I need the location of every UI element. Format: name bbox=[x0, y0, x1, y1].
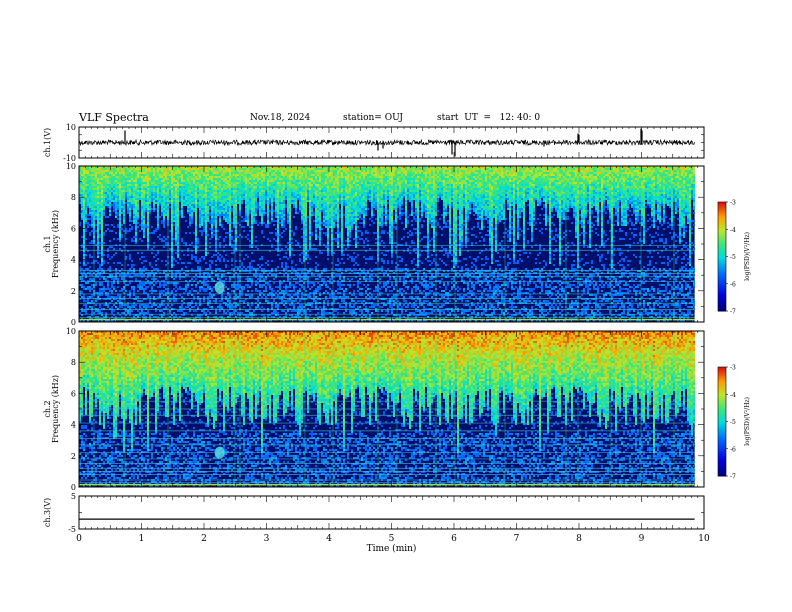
ch1-spectrogram-image bbox=[79, 166, 695, 322]
x-tick-label: 0 bbox=[76, 534, 82, 544]
colorbar-tick-label: -6 bbox=[730, 446, 736, 453]
ch3-y-tick-label: -5 bbox=[68, 525, 76, 534]
freq-tick-label: 4 bbox=[71, 421, 76, 430]
x-tick-label: 3 bbox=[264, 534, 270, 544]
colorbar-tick-label: -7 bbox=[730, 474, 736, 481]
ch3-waveform-ylabel: ch.3(V) bbox=[43, 498, 52, 527]
colorbar-tick-label: -3 bbox=[730, 200, 736, 207]
x-tick-label: 5 bbox=[389, 534, 395, 544]
colorbar-tick-label: -6 bbox=[730, 281, 736, 288]
colorbar-tick-label: -5 bbox=[730, 419, 736, 426]
ch1-waveform-line bbox=[79, 140, 695, 145]
colorbar-tick-label: -3 bbox=[730, 365, 736, 372]
colorbar-tick-label: -4 bbox=[730, 392, 736, 399]
x-tick-label: 2 bbox=[201, 534, 207, 544]
colorbar-tick-label: -7 bbox=[730, 309, 736, 316]
x-tick-label: 8 bbox=[576, 534, 582, 544]
frequency-axis-label: Frequency (kHz) bbox=[51, 210, 60, 278]
frequency-axis-label: Frequency (kHz) bbox=[51, 375, 60, 443]
freq-tick-label: 8 bbox=[71, 193, 76, 202]
signal-blob bbox=[215, 282, 225, 294]
freq-tick-label: 6 bbox=[71, 389, 76, 398]
ch3-y-tick-label: 5 bbox=[71, 492, 76, 501]
x-tick-label: 6 bbox=[451, 534, 457, 544]
x-tick-label: 7 bbox=[514, 534, 520, 544]
ch1-waveform-ylabel: ch.1(V) bbox=[43, 128, 52, 157]
colorbar-label: log(PSD)(V²/Hz) bbox=[744, 397, 751, 446]
x-tick-label: 9 bbox=[639, 534, 645, 544]
colorbar-tick-label: -5 bbox=[730, 254, 736, 261]
ch2-spectrogram-image bbox=[79, 331, 695, 487]
freq-tick-label: 0 bbox=[71, 318, 76, 327]
freq-tick-label: 0 bbox=[71, 483, 76, 492]
x-axis-label: Time (min) bbox=[367, 543, 417, 554]
freq-tick-label: 10 bbox=[66, 327, 76, 336]
signal-blob bbox=[215, 447, 225, 459]
freq-tick-label: 4 bbox=[71, 256, 76, 265]
freq-tick-label: 10 bbox=[66, 162, 76, 171]
freq-tick-label: 6 bbox=[71, 224, 76, 233]
freq-tick-label: 8 bbox=[71, 358, 76, 367]
freq-tick-label: 2 bbox=[71, 452, 76, 461]
ch1-y-tick-label: 10 bbox=[66, 123, 76, 132]
freq-tick-label: 2 bbox=[71, 287, 76, 296]
x-tick-label: 1 bbox=[139, 534, 145, 544]
x-tick-label: 4 bbox=[326, 534, 332, 544]
colorbar-label: log(PSD)(V²/Hz) bbox=[744, 232, 751, 281]
x-tick-label: 10 bbox=[698, 534, 710, 544]
colorbar-tick-label: -4 bbox=[730, 227, 736, 234]
